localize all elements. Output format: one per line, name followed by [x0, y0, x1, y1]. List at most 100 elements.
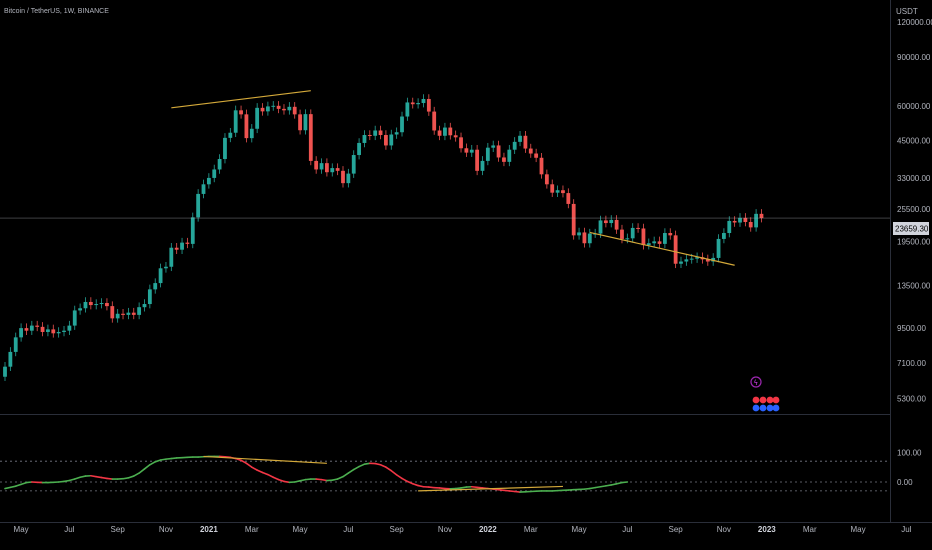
- event-badge-icon[interactable]: [766, 404, 774, 412]
- oscillator-segment: [610, 482, 618, 486]
- time-axis-tick: Jul: [343, 525, 353, 534]
- trendline[interactable]: [418, 485, 563, 492]
- oscillator-segment: [4, 486, 12, 490]
- candle-body: [105, 302, 109, 307]
- oscillator-segment: [417, 484, 425, 488]
- candle-body: [437, 130, 442, 136]
- candle-body: [223, 137, 227, 160]
- oscillator-segment: [14, 483, 22, 487]
- candle-body: [282, 108, 286, 111]
- currency-label: USDT: [896, 7, 918, 16]
- trendline[interactable]: [171, 90, 311, 109]
- candle-body: [115, 313, 120, 319]
- candle-body: [566, 193, 571, 204]
- event-badge-icon[interactable]: [772, 404, 780, 412]
- time-axis-tick: Mar: [803, 525, 817, 534]
- candle-body: [695, 257, 699, 259]
- candle-body: [78, 308, 83, 311]
- candle-body: [19, 328, 23, 338]
- oscillator-segment: [267, 473, 275, 479]
- oscillator-segment: [460, 486, 468, 489]
- time-axis-tick: Jul: [901, 525, 911, 534]
- oscillator-segment: [224, 455, 232, 459]
- candle-body: [110, 306, 115, 319]
- candle-body: [51, 329, 56, 334]
- candle-body: [389, 134, 394, 146]
- oscillator-segment: [454, 487, 462, 490]
- oscillator-segment: [470, 485, 478, 489]
- candle-body: [56, 331, 61, 334]
- candle-body: [147, 289, 152, 305]
- symbol-title[interactable]: Bitcoin / TetherUS, 1W, BINANCE: [4, 8, 109, 15]
- candle-body: [164, 266, 168, 269]
- oscillator-segment: [245, 462, 253, 468]
- time-axis-tick: Nov: [717, 525, 731, 534]
- time-axis-tick: May: [14, 525, 29, 534]
- oscillator-segment: [9, 485, 17, 489]
- event-badge-icon[interactable]: [752, 404, 760, 412]
- oscillator-segment: [149, 461, 157, 466]
- price-pane[interactable]: [0, 90, 890, 382]
- candle-body: [206, 177, 211, 185]
- event-badge-icon[interactable]: [759, 404, 767, 412]
- event-badge-icon[interactable]: [766, 396, 774, 404]
- oscillator-segment: [331, 478, 339, 482]
- event-badge-icon[interactable]: [772, 396, 780, 404]
- candle-body: [464, 148, 469, 153]
- trendline[interactable]: [589, 231, 735, 266]
- candle-body: [185, 242, 190, 244]
- oscillator-segment: [315, 478, 323, 481]
- event-badges[interactable]: ϟ: [750, 376, 780, 412]
- candle-body: [292, 106, 297, 115]
- candle-body: [357, 142, 361, 156]
- oscillator-segment: [336, 475, 344, 480]
- candle-body: [544, 174, 549, 185]
- oscillator-segment: [358, 463, 366, 468]
- time-axis-tick: May: [850, 525, 865, 534]
- bolt-badge-icon[interactable]: [750, 376, 762, 388]
- candle-body: [400, 116, 404, 133]
- price-axis-tick: 7100.00: [897, 359, 926, 368]
- candle-body: [646, 243, 651, 246]
- candle-body: [491, 145, 496, 148]
- candle-body: [405, 102, 410, 117]
- oscillator-segment: [73, 476, 81, 480]
- time-axis-tick: Nov: [159, 525, 173, 534]
- candle-body: [88, 301, 93, 306]
- oscillator-segment: [390, 469, 398, 476]
- oscillator-segment: [143, 463, 151, 470]
- oscillator-pane[interactable]: [0, 455, 890, 493]
- candle-body: [453, 135, 458, 138]
- oscillator-segment: [374, 462, 382, 466]
- candle-body: [174, 247, 179, 250]
- candle-body: [518, 135, 522, 142]
- event-badge-icon[interactable]: [759, 396, 767, 404]
- oscillator-segment: [594, 485, 602, 489]
- candle-body: [126, 312, 131, 315]
- candle-body: [196, 193, 201, 218]
- event-badge-icon[interactable]: [752, 396, 760, 404]
- price-axis-tick: 13500.00: [897, 282, 931, 291]
- candle-body: [582, 232, 587, 244]
- oscillator-segment: [132, 472, 140, 477]
- candle-body: [448, 127, 453, 136]
- time-axis-tick: May: [571, 525, 586, 534]
- price-axis-tick: 25500.00: [897, 205, 931, 214]
- candle-body: [716, 238, 721, 258]
- candle-body: [330, 168, 335, 173]
- oscillator-segment: [20, 481, 28, 486]
- oscillator-segment: [90, 474, 98, 478]
- trendline[interactable]: [203, 455, 327, 464]
- candle-body: [308, 114, 313, 161]
- oscillator-segment: [154, 459, 162, 463]
- candle-body: [523, 135, 528, 149]
- candle-body: [469, 149, 474, 153]
- candle-body: [689, 258, 694, 260]
- time-axis-tick: 2021: [200, 525, 218, 534]
- oscillator-segment: [250, 466, 258, 471]
- axes: 120000.00 90000.00 60000.00 45000.00 33000.0…: [0, 0, 932, 534]
- oscillator-segment: [476, 486, 484, 489]
- oscillator-segment: [503, 489, 511, 492]
- oscillator-segment: [299, 478, 307, 482]
